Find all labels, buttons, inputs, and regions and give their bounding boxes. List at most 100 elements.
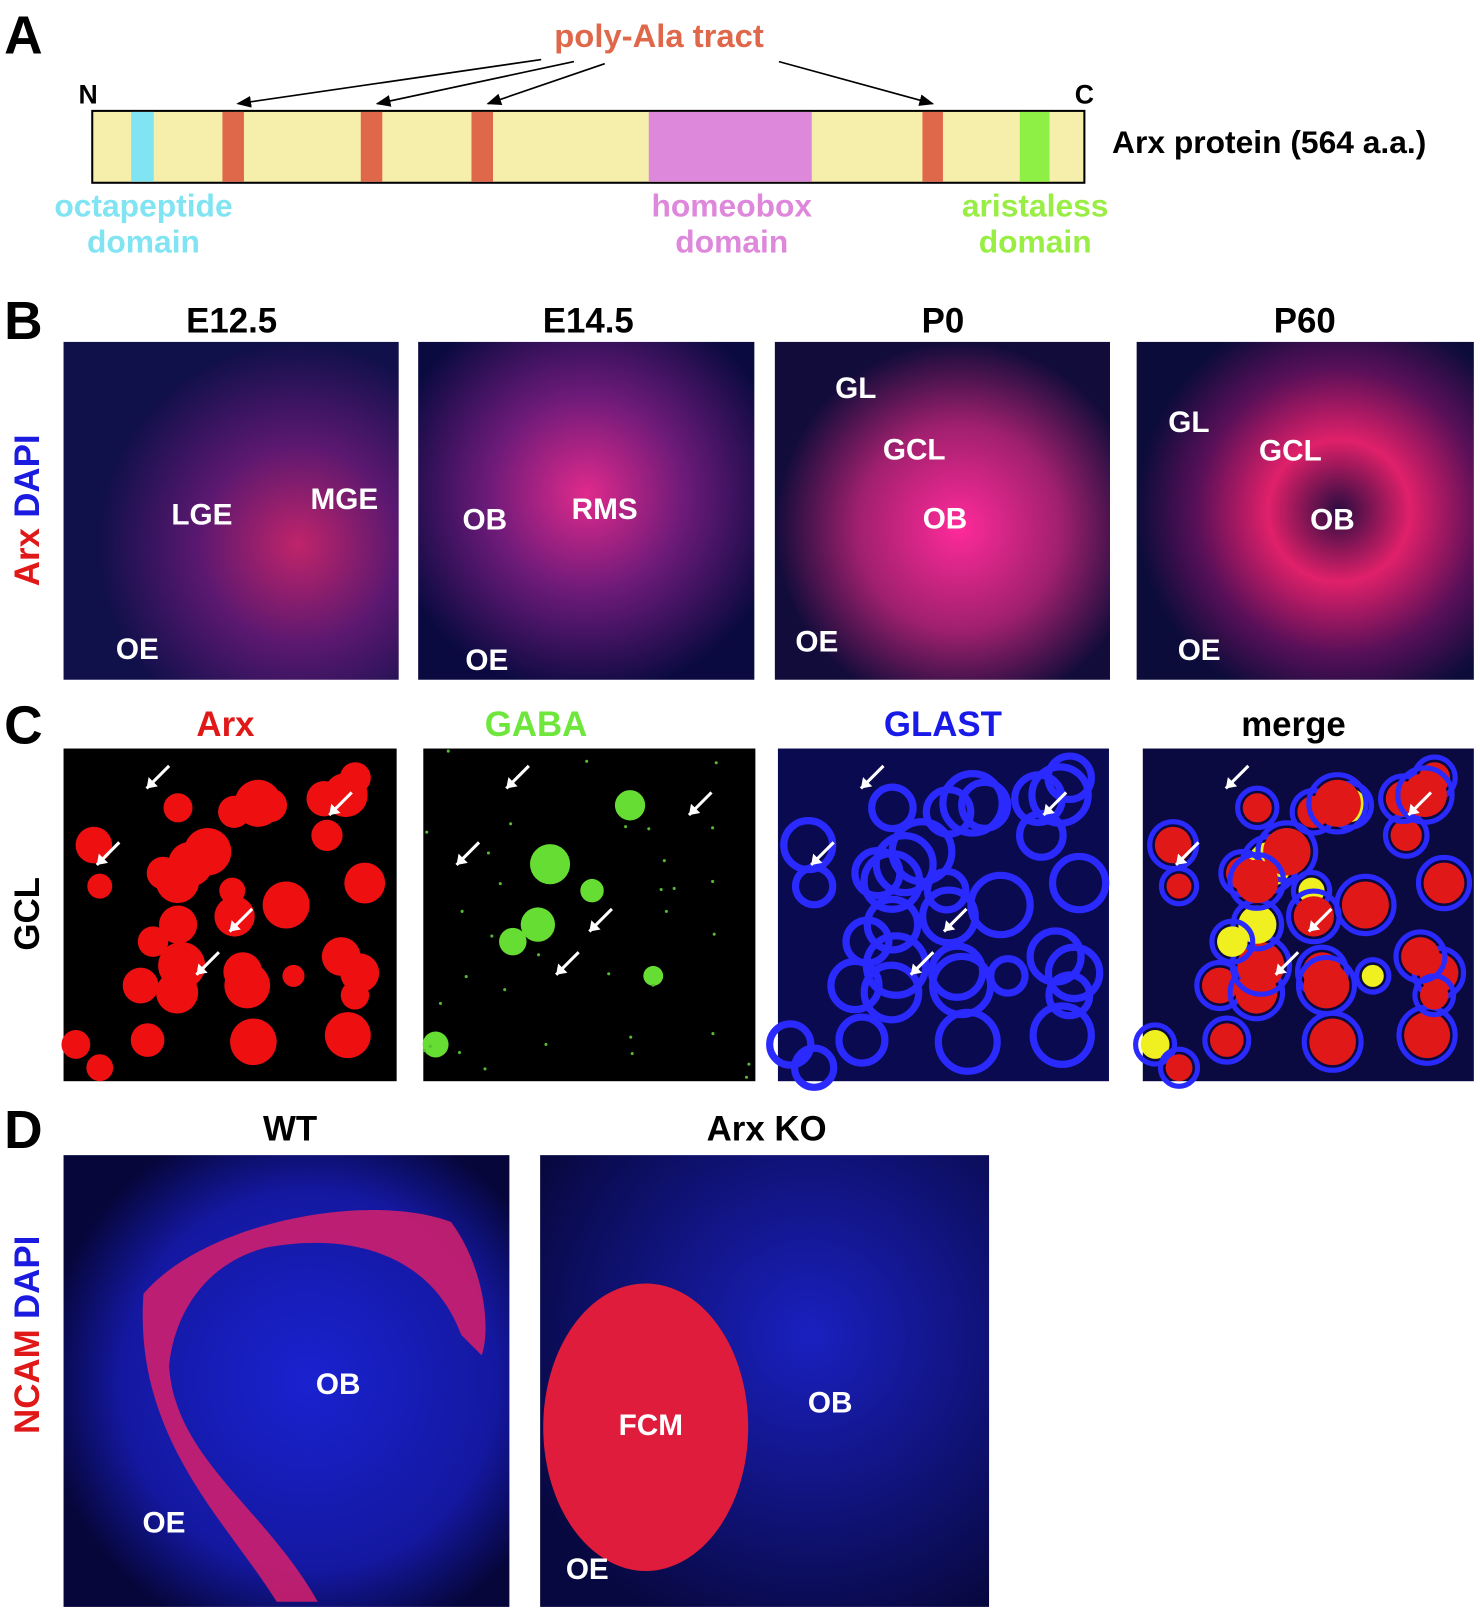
micrograph: [418, 341, 755, 680]
cell: [86, 1054, 114, 1082]
poly-ala-block: [471, 111, 493, 182]
arrowhead: [506, 777, 518, 789]
cell-outline: [1202, 1015, 1252, 1065]
cell: [1390, 819, 1422, 852]
cell-outline: [868, 783, 917, 833]
speck: [607, 972, 611, 976]
cell: [234, 779, 282, 827]
panel-letter: C: [4, 696, 42, 755]
protein-name: Arx protein (564 a.a.): [1112, 124, 1426, 160]
cell: [1423, 862, 1465, 904]
cell-outline: [1044, 752, 1095, 804]
stain: NCAM: [8, 1329, 47, 1434]
cell-outline: [1295, 954, 1358, 1017]
cell-outline: [1415, 854, 1473, 912]
cell-outline: [1255, 820, 1319, 884]
speck: [711, 879, 715, 883]
region-label: OE: [143, 1507, 186, 1540]
region-label: OB: [923, 502, 968, 535]
arrowhead: [943, 920, 956, 932]
stain: Arx: [8, 527, 47, 586]
cell-outline: [1028, 763, 1092, 827]
region-label: OE: [116, 633, 159, 666]
region-label: OB: [1310, 503, 1355, 536]
speck: [509, 822, 513, 826]
micrograph: [1136, 341, 1474, 680]
cell: [643, 965, 664, 986]
speck: [664, 909, 668, 913]
image-title: E12.5: [186, 302, 277, 341]
cells: [422, 749, 751, 1079]
image-title: P60: [1274, 302, 1336, 341]
cell-outline: [1412, 973, 1457, 1018]
cell-outline: [1044, 943, 1104, 1003]
cell-outline: [1158, 865, 1200, 907]
cell-outline: [923, 867, 970, 914]
region-label: GCL: [1259, 435, 1322, 468]
cell: [137, 926, 169, 957]
cell-outline: [1045, 971, 1094, 1020]
cell: [580, 878, 604, 903]
region-label: OE: [795, 626, 838, 659]
cell-outline: [1354, 957, 1392, 995]
cell: [224, 962, 271, 1009]
cell: [1165, 1054, 1193, 1082]
domain-label: domain: [87, 224, 200, 260]
arrowhead: [1275, 963, 1287, 975]
region-label: GL: [835, 372, 876, 405]
cell-outline: [791, 1044, 838, 1091]
arrowhead: [811, 853, 823, 865]
cell: [1401, 937, 1440, 976]
cell: [1217, 926, 1248, 957]
cell: [1293, 896, 1334, 937]
region-label: RMS: [572, 493, 638, 526]
speck: [647, 827, 651, 831]
cell: [1140, 1030, 1170, 1059]
cell-outline: [1029, 1002, 1095, 1068]
image-title: Arx KO: [707, 1110, 827, 1149]
arrowhead: [910, 963, 923, 975]
poly-ala-block: [922, 111, 943, 182]
cell-outline: [1133, 1022, 1178, 1067]
arrowhead: [1176, 853, 1188, 865]
cell-outline: [860, 961, 923, 1024]
cell-outline: [928, 942, 987, 1001]
arrowhead: [456, 853, 468, 865]
image-title: merge: [1241, 705, 1346, 744]
ncam-stain: [142, 1209, 486, 1602]
image-title: P0: [922, 302, 965, 341]
cell: [324, 1012, 371, 1059]
stain-label: Arx DAPI: [8, 434, 47, 586]
ncam-stain: [543, 1283, 749, 1571]
cell: [1341, 881, 1389, 929]
arrow: [778, 60, 935, 106]
poly-ala-block: [360, 111, 383, 182]
micrograph: [63, 341, 399, 680]
arrowhead: [556, 963, 568, 975]
cell-outline: [919, 886, 979, 947]
image-title: WT: [263, 1110, 317, 1149]
cell: [311, 819, 343, 852]
cell: [1303, 962, 1350, 1009]
arrowhead: [1408, 803, 1420, 816]
cell: [499, 927, 527, 956]
region-label: OE: [465, 644, 508, 677]
speck: [629, 1035, 633, 1039]
poly-ala-block: [222, 111, 244, 182]
homeobox-block: [648, 111, 812, 182]
cell: [262, 881, 310, 929]
arrowhead: [96, 853, 109, 865]
stain-label: NCAM DAPI: [8, 1236, 47, 1434]
protein-body: [91, 109, 1086, 184]
cell: [1238, 905, 1277, 944]
cells: [766, 752, 1110, 1091]
speck: [446, 749, 450, 753]
region-label: OE: [566, 1553, 609, 1586]
stain: DAPI: [8, 434, 47, 517]
cell: [1154, 826, 1192, 864]
cell: [282, 964, 305, 987]
arrowhead: [688, 803, 701, 816]
region-label: GCL: [883, 434, 946, 467]
speck: [672, 886, 676, 890]
speck: [744, 1075, 749, 1079]
